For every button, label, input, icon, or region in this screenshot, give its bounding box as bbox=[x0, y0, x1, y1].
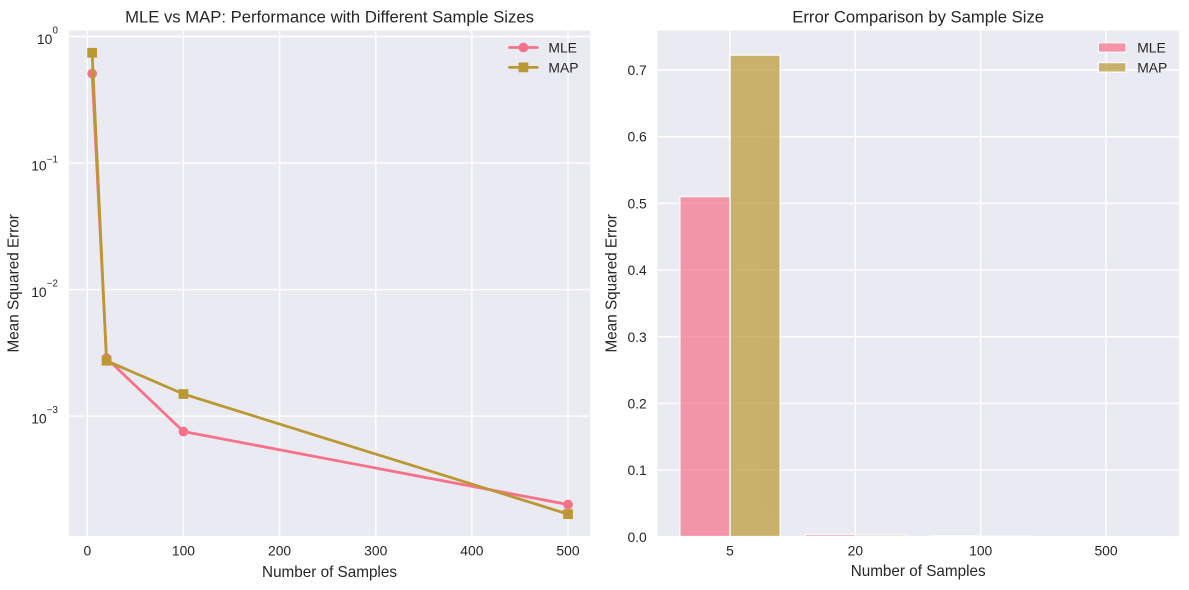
svg-text:0.4: 0.4 bbox=[627, 262, 647, 278]
svg-text:1 0 −: 1 0 − 2 bbox=[31, 267, 58, 302]
svg-text:1 0 −: 1 0 − 1 bbox=[31, 142, 58, 175]
svg-text:MAP: MAP bbox=[1137, 59, 1167, 75]
svg-text:0: 0 bbox=[83, 543, 91, 559]
svg-text:Mean Squared Error: Mean Squared Error bbox=[603, 214, 620, 352]
svg-text:1 0 0: 1 0 0 bbox=[37, 24, 59, 49]
svg-text:MLE: MLE bbox=[548, 39, 577, 55]
svg-text:20: 20 bbox=[848, 543, 864, 559]
svg-text:100: 100 bbox=[172, 543, 195, 559]
svg-text:400: 400 bbox=[460, 543, 483, 559]
svg-text:5: 5 bbox=[726, 543, 734, 559]
svg-text:500: 500 bbox=[1094, 543, 1117, 559]
svg-text:Mean Squared Error: Mean Squared Error bbox=[6, 214, 23, 352]
svg-text:MLE vs MAP: Performance with D: MLE vs MAP: Performance with Different S… bbox=[125, 7, 534, 26]
svg-text:MAP: MAP bbox=[548, 59, 578, 75]
svg-text:100: 100 bbox=[969, 543, 992, 559]
svg-text:Number of Samples: Number of Samples bbox=[851, 563, 986, 580]
svg-text:0.2: 0.2 bbox=[627, 395, 647, 411]
svg-text:1 0 −: 1 0 − 3 bbox=[31, 393, 58, 428]
svg-text:0.0: 0.0 bbox=[627, 529, 647, 545]
svg-text:0.7: 0.7 bbox=[627, 62, 647, 78]
svg-text:300: 300 bbox=[364, 543, 387, 559]
svg-text:0.6: 0.6 bbox=[627, 129, 647, 145]
svg-text:0.5: 0.5 bbox=[627, 195, 647, 211]
svg-text:Number of Samples: Number of Samples bbox=[262, 564, 397, 581]
svg-text:500: 500 bbox=[556, 543, 579, 559]
svg-text:0.3: 0.3 bbox=[627, 329, 647, 345]
svg-text:200: 200 bbox=[268, 543, 291, 559]
svg-text:MLE: MLE bbox=[1137, 39, 1166, 55]
svg-text:Error Comparison by Sample Siz: Error Comparison by Sample Size bbox=[792, 7, 1044, 26]
svg-text:0.1: 0.1 bbox=[627, 462, 647, 478]
